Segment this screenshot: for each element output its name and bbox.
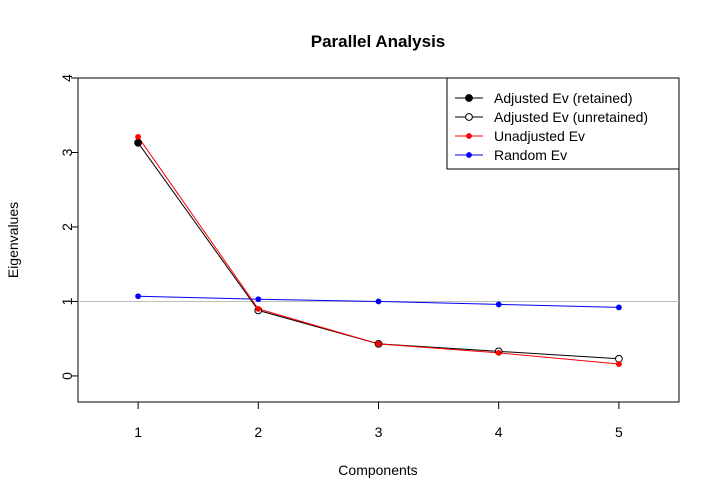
y-tick-label: 0 [59, 372, 75, 380]
legend-label: Unadjusted Ev [494, 128, 585, 144]
random-ev-point [255, 296, 262, 303]
x-tick-label: 2 [254, 424, 262, 440]
adjusted-ev-line [137, 142, 619, 360]
unadjusted-ev-point [495, 349, 502, 356]
legend-label: Adjusted Ev (retained) [494, 90, 633, 106]
random-ev-point [375, 298, 382, 305]
x-tick-label: 3 [375, 424, 383, 440]
y-axis: 0 1 2 3 4 [59, 74, 78, 380]
y-tick-label: 2 [59, 223, 75, 231]
unadjusted-ev-point [255, 305, 262, 312]
x-axis-label: Components [338, 462, 417, 478]
plot-layer [78, 133, 679, 367]
x-tick-label: 5 [615, 424, 623, 440]
legend-label: Adjusted Ev (unretained) [494, 109, 648, 125]
unadjusted-ev-line [137, 136, 619, 365]
random-ev-point [616, 304, 622, 311]
random-ev-point [135, 293, 142, 300]
y-axis-label: Eigenvalues [5, 202, 21, 278]
x-tick-label: 4 [495, 424, 503, 440]
legend: Adjusted Ev (retained) Adjusted Ev (unret… [446, 77, 680, 170]
y-tick-label: 4 [59, 74, 75, 82]
random-ev-point [495, 301, 502, 308]
x-axis: 1 2 3 4 5 [134, 402, 623, 440]
adjusted-retained-point [134, 138, 143, 147]
unadjusted-ev-point [616, 361, 622, 367]
x-tick-label: 1 [134, 424, 142, 440]
legend-label: Random Ev [494, 147, 567, 163]
unadjusted-ev-point [135, 133, 142, 140]
chart-title: Parallel Analysis [311, 32, 446, 51]
y-tick-label: 3 [59, 148, 75, 156]
y-tick-label: 1 [59, 297, 75, 305]
legend-marker [466, 152, 472, 158]
legend-marker [465, 94, 473, 102]
unadjusted-ev-point [375, 341, 382, 347]
legend-box [446, 77, 680, 170]
legend-marker [465, 113, 473, 121]
legend-marker [466, 133, 472, 139]
